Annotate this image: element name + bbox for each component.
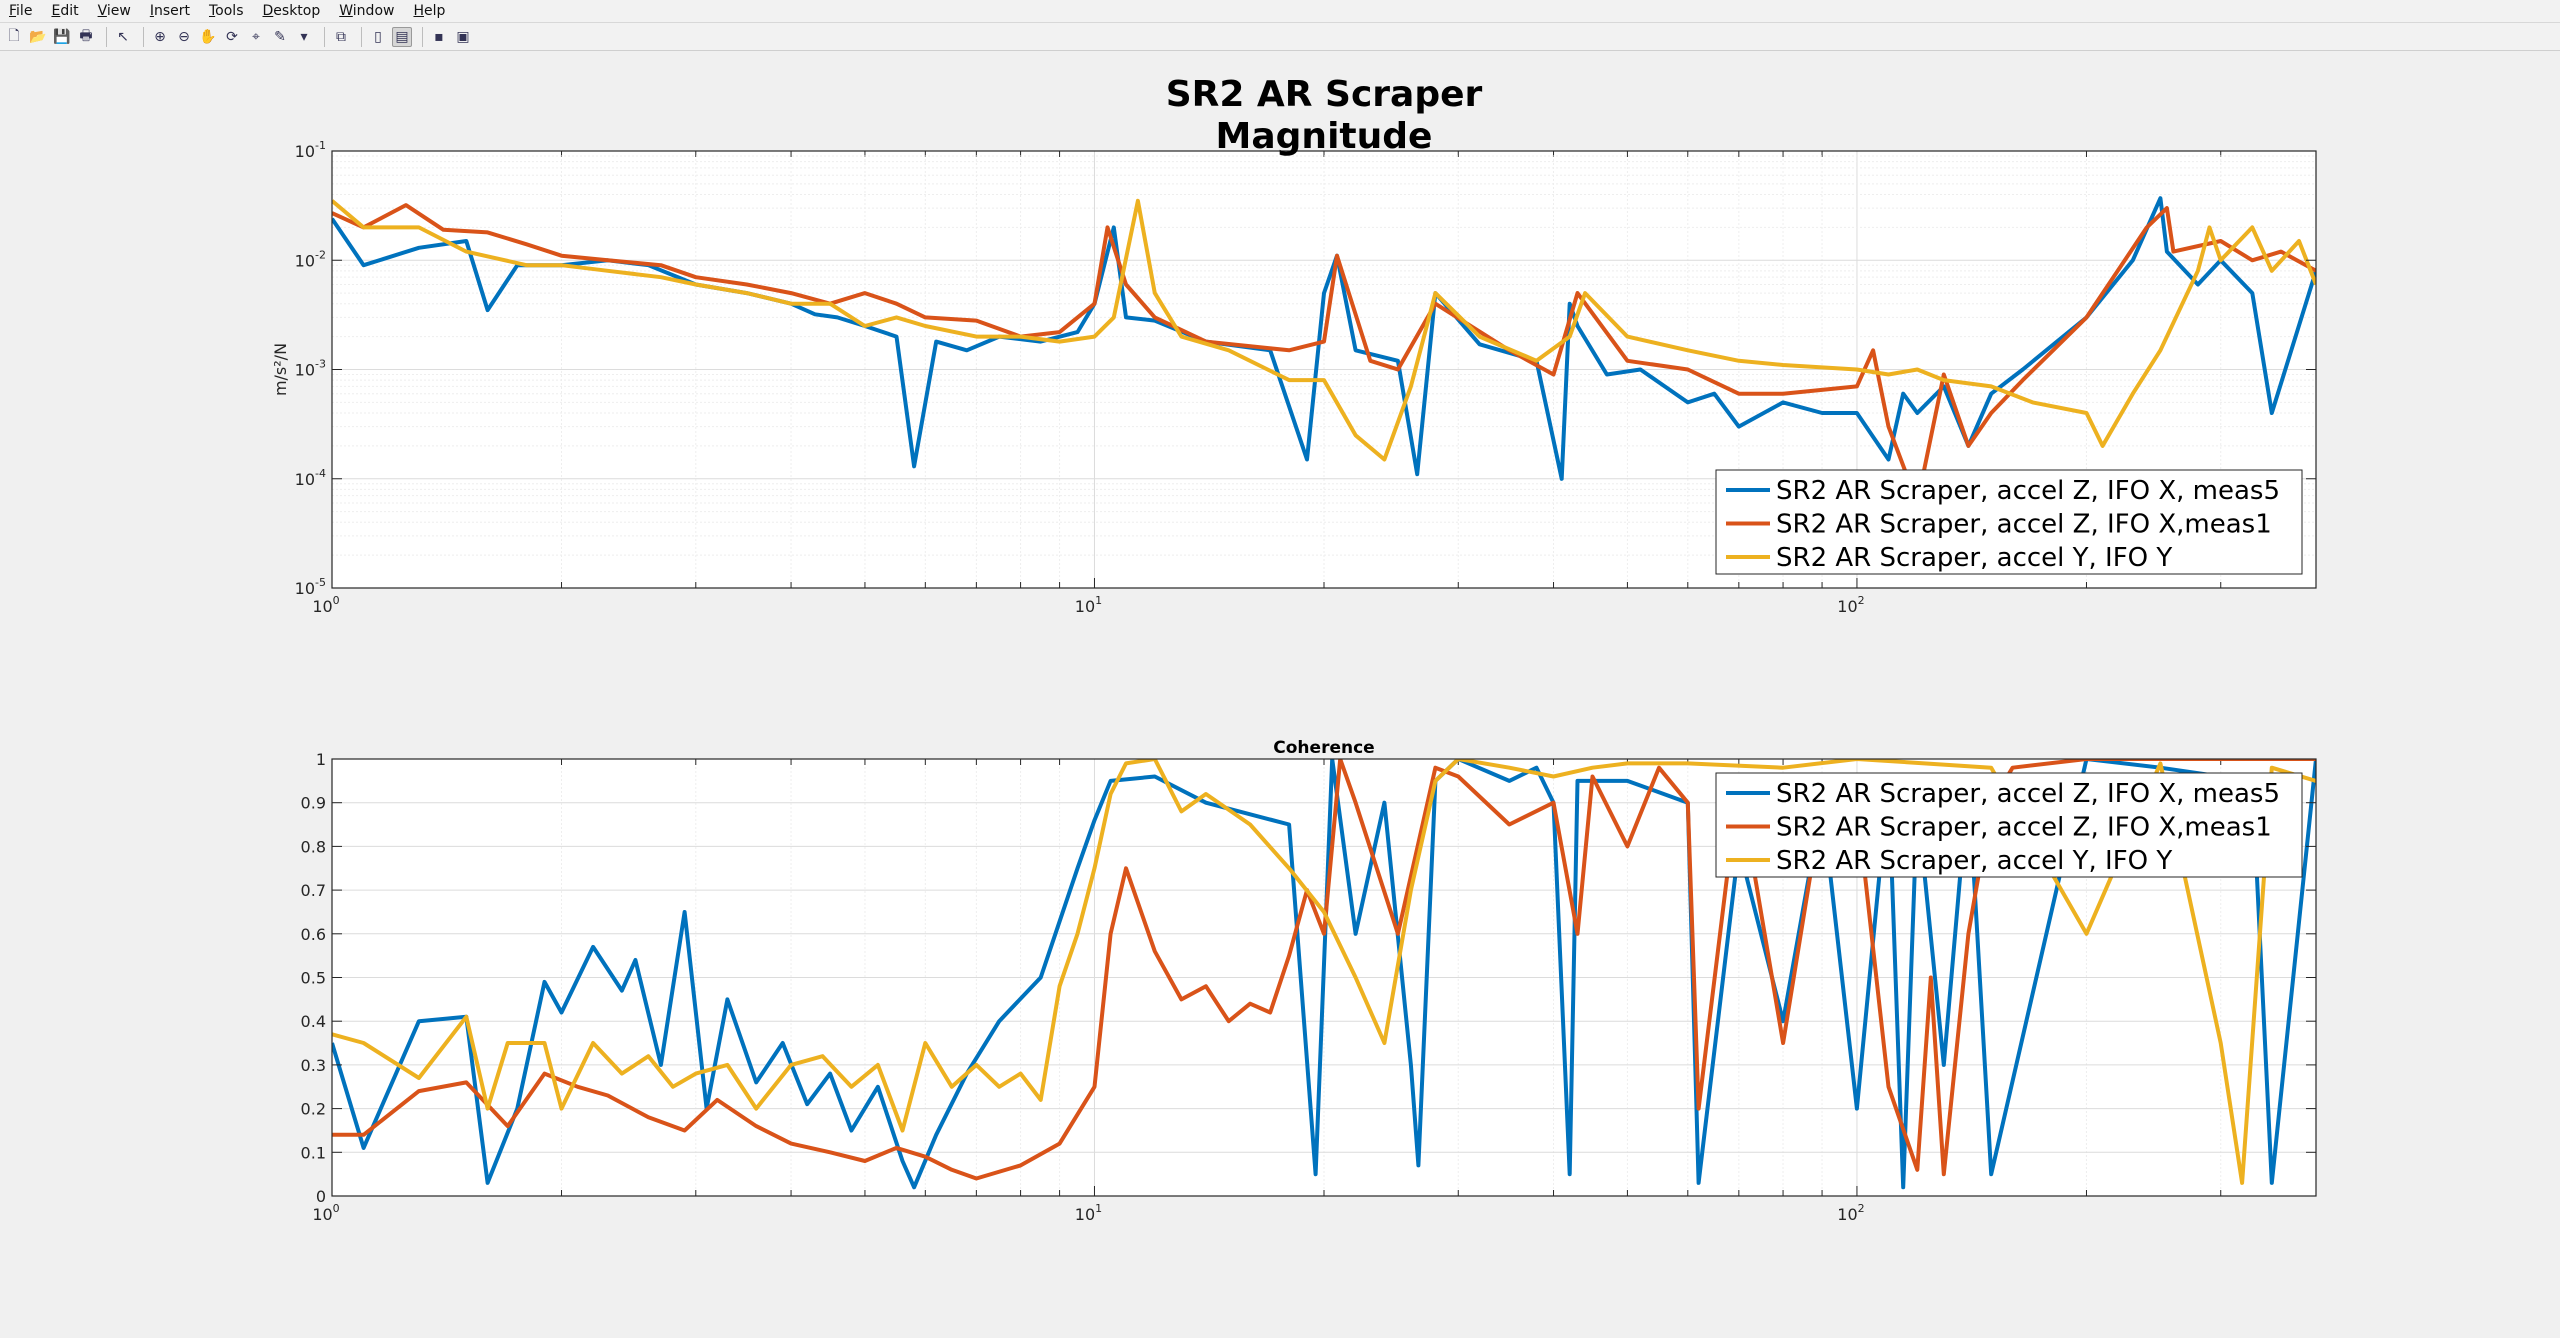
y-tick-label: 10-2	[295, 248, 326, 270]
y-tick-label: 0.3	[301, 1056, 326, 1075]
toolbar-separator	[106, 26, 107, 47]
y-tick-label: 0.4	[301, 1012, 326, 1031]
y-tick-label: 10-1	[295, 139, 326, 161]
legend-entry: SR2 AR Scraper, accel Y, IFO Y	[1776, 846, 2172, 876]
y-tick-label: 0	[316, 1187, 326, 1206]
series-line-3	[332, 759, 2316, 1185]
y-tick-label: 0.7	[301, 881, 326, 900]
axes-coherence: 100 101 102 0 0.1 0.2 0.3 0.4 0.5 0.6 0.7 0.8 0.9 1 Co…	[301, 738, 2317, 1224]
figure-toolbar: 🗋 📂 💾 🖶 ↖ ⊕ ⊖ ✋ ⟳ ⌖ ✎ ▾ ⧉ ▯ ▤ ▪ ▣	[0, 23, 2560, 51]
series-line-1	[332, 759, 2316, 1190]
legend-icon[interactable]: ▤	[392, 26, 412, 47]
menu-edit[interactable]: Edit	[51, 3, 79, 19]
legend-entry: SR2 AR Scraper, accel Z, IFO X,meas1	[1776, 510, 2272, 540]
y-tick-label: 10-3	[295, 358, 326, 380]
save-icon[interactable]: 💾	[53, 28, 71, 45]
zoom-in-icon[interactable]: ⊕	[154, 28, 166, 45]
y-tick-label: 0.9	[301, 794, 326, 813]
chart-subtitle: Magnitude	[1216, 116, 1433, 157]
new-figure-icon[interactable]: 🗋	[8, 27, 20, 44]
zoom-out-icon[interactable]: ⊖	[178, 28, 190, 45]
axes-magnitude: 100 101 102 10-1 10-2 10-3 10-4 10-5 SR2 AR Scra…	[271, 74, 2317, 616]
edit-plot-arrow-icon[interactable]: ↖	[117, 28, 129, 45]
y-tick-label: 0.5	[301, 969, 326, 988]
brush-icon[interactable]: ✎	[274, 28, 286, 45]
figure-canvas: 100 101 102 10-1 10-2 10-3 10-4 10-5 SR2 AR Scra…	[271, 74, 2317, 1224]
x-tick-label: 102	[1837, 594, 1864, 616]
toolbar-separator	[422, 26, 423, 47]
y-tick-label: 0.1	[301, 1143, 326, 1162]
data-cursor-icon[interactable]: ⌖	[252, 28, 260, 45]
pan-hand-icon[interactable]: ✋	[199, 28, 217, 45]
menu-desktop[interactable]: Desktop	[262, 3, 321, 19]
y-tick-label: 10-4	[295, 467, 326, 489]
legend-box	[1715, 469, 2303, 575]
toolbar-separator	[143, 26, 144, 47]
dropdown-arrow-icon[interactable]: ▾	[300, 28, 308, 45]
menu-window[interactable]: Window	[339, 3, 395, 19]
x-tick-label: 101	[1075, 594, 1102, 616]
show-plot-tools-icon[interactable]: ▣	[456, 28, 470, 45]
legend[interactable]: SR2 AR Scraper, accel Z, IFO X, meas5 SR2…	[1715, 469, 2303, 575]
y-tick-label: 0.2	[301, 1100, 326, 1119]
x-tick-label: 101	[1075, 1202, 1102, 1224]
x-tick-label: 100	[312, 1202, 339, 1224]
menu-tools[interactable]: Tools	[208, 3, 244, 19]
toolbar-separator	[361, 26, 362, 47]
chart-title: SR2 AR Scraper	[1166, 74, 1483, 115]
menu-file[interactable]: File	[9, 3, 33, 19]
menu-bar: File Edit View Insert Tools Desktop Window Help	[0, 0, 2560, 23]
legend-entry: SR2 AR Scraper, accel Z, IFO X, meas5	[1776, 476, 2280, 506]
link-plot-icon[interactable]: ⧉	[336, 28, 346, 45]
menu-view[interactable]: View	[97, 3, 131, 19]
y-tick-label: 10-5	[295, 576, 326, 598]
rotate-3d-icon[interactable]: ⟳	[226, 28, 238, 45]
series-line-3	[332, 198, 2316, 462]
menu-help[interactable]: Help	[413, 3, 446, 19]
x-tick-label: 100	[312, 594, 339, 616]
colorbar-icon[interactable]: ▯	[374, 28, 382, 45]
x-tick-label: 102	[1837, 1202, 1864, 1224]
y-axis-label: m/s²/N	[271, 343, 290, 396]
legend[interactable]: SR2 AR Scraper, accel Z, IFO X, meas5 SR2…	[1715, 772, 2303, 878]
legend-entry: SR2 AR Scraper, accel Y, IFO Y	[1776, 543, 2172, 573]
menu-insert[interactable]: Insert	[149, 3, 190, 19]
legend-entry: SR2 AR Scraper, accel Z, IFO X,meas1	[1776, 813, 2272, 843]
y-tick-label: 1	[316, 750, 326, 769]
hide-plot-tools-icon[interactable]: ▪	[434, 28, 444, 45]
toolbar-separator	[324, 26, 325, 47]
chart-title: Coherence	[1273, 738, 1374, 758]
y-tick-label: 0.6	[301, 925, 326, 944]
series-line-2	[332, 759, 2316, 1181]
legend-entry: SR2 AR Scraper, accel Z, IFO X, meas5	[1776, 779, 2280, 809]
legend-box	[1715, 772, 2303, 878]
open-file-icon[interactable]: 📂	[29, 28, 47, 45]
print-icon[interactable]: 🖶	[79, 27, 93, 44]
series-line-2	[332, 203, 2316, 505]
y-tick-label: 0.8	[301, 837, 326, 856]
